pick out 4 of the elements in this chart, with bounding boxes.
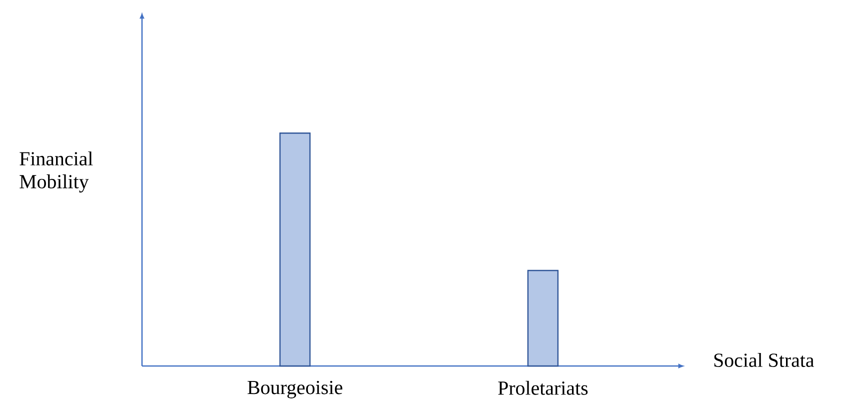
x-tick-label: Bourgeoisie [248,380,342,398]
x-axis-title: Social Strata [714,352,814,367]
y-axis-title: Financial Mobility [20,151,93,193]
x-tick-label: Proletariats [498,380,588,395]
